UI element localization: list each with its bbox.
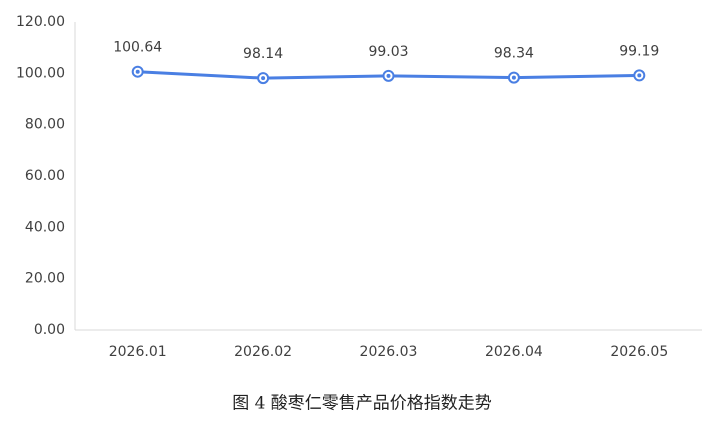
y-tick-label: 0.00 xyxy=(34,322,65,338)
x-tick-label: 2026.01 xyxy=(109,344,167,360)
y-tick-label: 100.00 xyxy=(16,65,65,81)
y-tick-label: 120.00 xyxy=(16,14,65,30)
y-tick-label: 60.00 xyxy=(25,168,65,184)
marker-dot xyxy=(386,73,391,78)
chart-title: 图 4 酸枣仁零售产品价格指数走势 xyxy=(232,394,492,414)
x-tick-label: 2026.04 xyxy=(485,344,543,360)
marker-dot xyxy=(637,73,642,78)
data-label: 98.34 xyxy=(494,46,534,62)
data-label: 99.19 xyxy=(619,43,659,59)
data-label: 99.03 xyxy=(368,44,408,60)
data-label: 98.14 xyxy=(243,46,283,62)
x-tick-label: 2026.02 xyxy=(234,344,292,360)
marker-dot xyxy=(511,75,516,80)
data-label: 100.64 xyxy=(113,40,162,56)
x-tick-label: 2026.03 xyxy=(360,344,418,360)
y-tick-label: 80.00 xyxy=(25,117,65,133)
y-tick-label: 20.00 xyxy=(25,271,65,287)
y-tick-label: 40.00 xyxy=(25,219,65,235)
marker-dot xyxy=(261,76,266,81)
x-tick-label: 2026.05 xyxy=(610,344,668,360)
marker-dot xyxy=(135,69,140,74)
